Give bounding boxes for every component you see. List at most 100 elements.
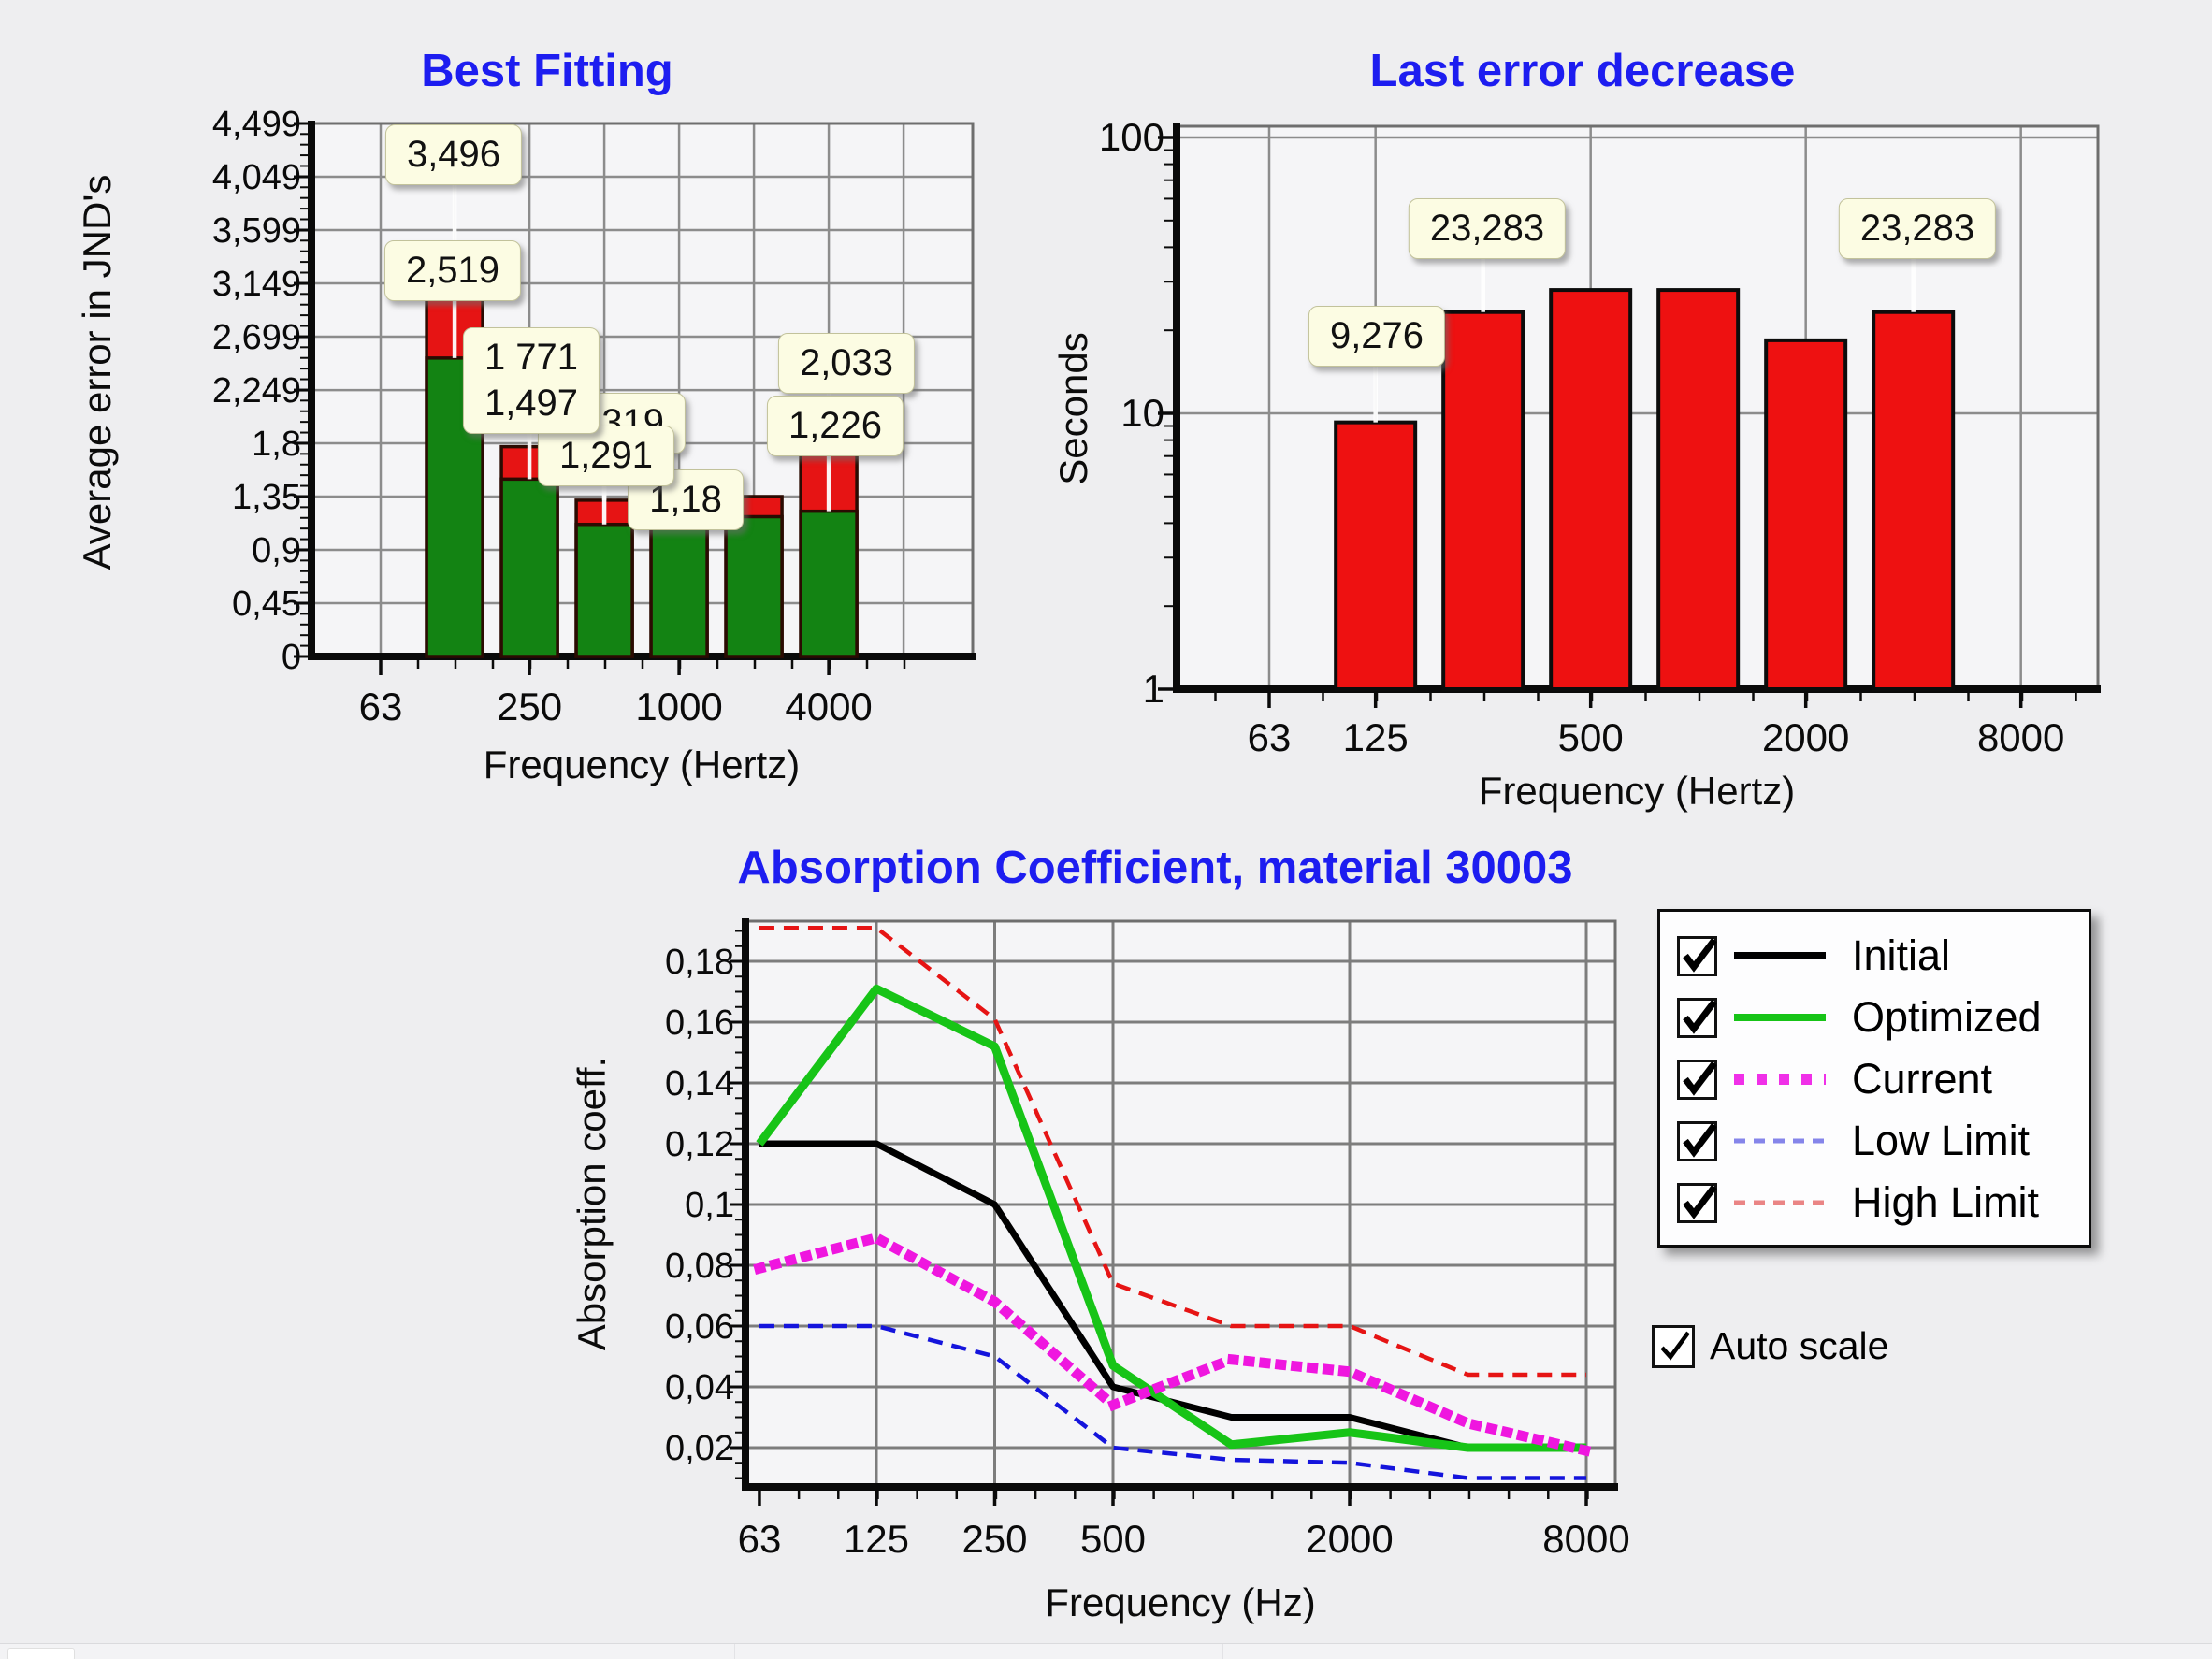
bar-optimized-1000hz — [649, 514, 709, 658]
tick-label: 3,149 — [212, 265, 301, 304]
legend-item-initial[interactable]: Initial — [1660, 925, 2089, 987]
bar-optimized-250hz — [499, 477, 559, 658]
chart-title-best-fitting: Best Fitting — [421, 46, 673, 96]
x-axis-label-best-fitting: Frequency (Hertz) — [483, 743, 801, 786]
legend-label: Optimized — [1852, 993, 2042, 1041]
tick-label: 1,35 — [232, 478, 301, 517]
legend-checkbox-current[interactable] — [1677, 1059, 1717, 1100]
tick-label: 0,45 — [232, 584, 301, 624]
tick-label: 250 — [497, 685, 562, 729]
bar-seconds-500hz — [1549, 288, 1633, 691]
x-axis-label-last-error: Frequency (Hertz) — [1478, 769, 1796, 813]
bar-optimized-4000hz — [799, 509, 859, 658]
value-callout: 23,283 — [1838, 198, 1997, 259]
value-callout: 1,226 — [766, 396, 904, 456]
tick-label: 1000 — [635, 685, 722, 729]
auto-scale-label: Auto scale — [1710, 1324, 1889, 1367]
absorption-coefficient-chart: 0,18 0,16 0,14 0,12 0,1 0,08 0,06 0,04 0,02 63 125… — [665, 918, 1630, 1561]
legend-line-swatch — [1734, 1014, 1826, 1021]
legend-line-swatch — [1734, 1074, 1826, 1085]
tick-label: 4000 — [785, 685, 872, 729]
tick-label: 63 — [359, 685, 403, 729]
value-callout: 2,519 — [383, 240, 522, 301]
bottom-panel-widget — [7, 1648, 75, 1659]
legend-item-current[interactable]: Current — [1660, 1048, 2089, 1110]
auto-scale-control[interactable]: Auto scale — [1652, 1324, 1888, 1368]
tick-label: 2000 — [1306, 1517, 1393, 1561]
tick-label: 250 — [961, 1517, 1027, 1561]
legend-checkbox-optimized[interactable] — [1677, 997, 1717, 1038]
tick-label: 0,9 — [252, 531, 301, 570]
legend-label: Low Limit — [1852, 1117, 2031, 1164]
value-callout: 3,496 — [384, 124, 523, 185]
legend-checkbox-low-limit[interactable] — [1677, 1120, 1717, 1161]
y-axis-label-best-fitting: Average error in JND's — [75, 174, 119, 570]
tick-label: 0,08 — [665, 1247, 734, 1286]
value-callout: 1 771 1,497 — [462, 327, 600, 434]
bar-seconds-1000hz — [1656, 288, 1741, 691]
tick-label: 0,06 — [665, 1307, 734, 1347]
tick-label: 0 — [282, 638, 301, 677]
x-axis-label-absorption: Frequency (Hz) — [1045, 1580, 1316, 1624]
value-callout: 1,291 — [537, 426, 675, 486]
tick-label: 0,02 — [665, 1429, 734, 1468]
tick-label: 2,249 — [212, 371, 301, 411]
bar-seconds-125hz — [1334, 420, 1418, 691]
tick-label: 8000 — [1977, 715, 2064, 759]
legend-item-optimized[interactable]: Optimized — [1660, 987, 2089, 1048]
tick-label: 2000 — [1762, 715, 1849, 759]
check-icon — [1660, 1331, 1690, 1361]
tick-label: 0,18 — [665, 943, 734, 982]
tick-label: 8000 — [1542, 1517, 1629, 1561]
chart-title-absorption-coefficient: Absorption Coefficient, material 30003 — [737, 843, 1573, 893]
legend-label: Initial — [1852, 931, 1951, 979]
check-icon — [1683, 999, 1717, 1034]
legend-panel: Initial Optimized Current Low Limit High Lim… — [1657, 909, 2091, 1248]
tick-label: 4,499 — [212, 105, 301, 144]
tick-label: 1,8 — [252, 425, 301, 464]
tick-label: 500 — [1080, 1517, 1146, 1561]
tick-label: 125 — [1343, 715, 1409, 759]
bar-seconds-2000hz — [1764, 338, 1848, 691]
tick-label: 4,049 — [212, 158, 301, 197]
tick-label: 63 — [1248, 715, 1292, 759]
tick-label: 0,12 — [665, 1125, 734, 1164]
legend-line-swatch — [1734, 1138, 1826, 1144]
value-callout: 2,033 — [777, 333, 916, 394]
tick-label: 10 — [1120, 391, 1164, 435]
legend-line-swatch — [1734, 952, 1826, 959]
tick-label: 1 — [1143, 667, 1164, 711]
tick-label: 500 — [1558, 715, 1624, 759]
auto-scale-checkbox[interactable] — [1652, 1324, 1695, 1368]
tick-label: 3,599 — [212, 211, 301, 251]
series-line-low-limit — [759, 1323, 1586, 1480]
bar-seconds-4000hz — [1872, 310, 1956, 691]
bar-seconds-250hz — [1441, 310, 1525, 691]
series-line-current — [753, 1233, 1593, 1457]
legend-checkbox-high-limit[interactable] — [1677, 1182, 1717, 1223]
check-icon — [1683, 1060, 1717, 1096]
legend-item-low-limit[interactable]: Low Limit — [1660, 1110, 2089, 1172]
series-line-high-limit — [759, 926, 1586, 1378]
tick-label: 0,14 — [665, 1064, 734, 1104]
check-icon — [1683, 1184, 1717, 1219]
legend-item-high-limit[interactable]: High Limit — [1660, 1172, 2089, 1233]
value-callout: 23,283 — [1408, 198, 1567, 259]
bar-optimized-500hz — [574, 522, 634, 658]
tick-label: 63 — [738, 1517, 782, 1561]
y-axis-label-last-error: Seconds — [1051, 332, 1095, 485]
tick-label: 100 — [1099, 115, 1164, 159]
series-line-optimized — [756, 984, 1586, 1452]
bottom-panel-edge — [0, 1643, 2212, 1659]
legend-checkbox-initial[interactable] — [1677, 935, 1717, 976]
tick-label: 0,04 — [665, 1368, 734, 1407]
legend-label: High Limit — [1852, 1178, 2040, 1226]
tick-label: 0,16 — [665, 1003, 734, 1043]
y-axis-label-absorption: Absorption coeff. — [570, 1056, 614, 1351]
check-icon — [1683, 1122, 1717, 1158]
legend-label: Current — [1852, 1055, 1993, 1103]
check-icon — [1683, 937, 1717, 973]
value-callout: 9,276 — [1308, 306, 1446, 367]
tick-label: 125 — [844, 1517, 909, 1561]
